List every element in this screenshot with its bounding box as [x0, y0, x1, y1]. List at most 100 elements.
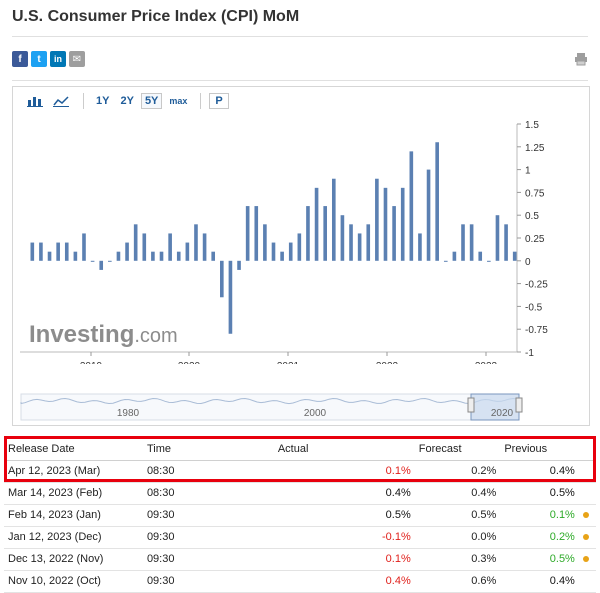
- area-chart-icon[interactable]: [51, 93, 71, 109]
- data-bar: [39, 242, 43, 261]
- data-bar: [90, 260, 95, 262]
- revised-cell: [578, 548, 596, 571]
- time-cell: 09:30: [142, 526, 274, 549]
- bar-chart-icon[interactable]: [25, 93, 45, 109]
- data-bar: [409, 151, 414, 261]
- actual-cell: 0.4%: [273, 482, 415, 505]
- forecast-cell: 0.6%: [414, 570, 501, 593]
- header-revised: [578, 438, 596, 461]
- data-bar: [331, 178, 336, 261]
- revised-cell: [578, 482, 596, 505]
- data-bar: [116, 251, 121, 261]
- data-bar: [271, 242, 276, 261]
- release-date-cell: Mar 14, 2023 (Feb): [4, 482, 143, 505]
- release-date-cell: Feb 14, 2023 (Jan): [4, 504, 143, 527]
- time-cell: 08:30: [142, 482, 274, 505]
- range-1y-button[interactable]: 1Y: [96, 95, 110, 107]
- email-share-button[interactable]: ✉: [69, 51, 85, 67]
- header-forecast[interactable]: Forecast: [414, 438, 501, 461]
- header-previous[interactable]: Previous: [500, 438, 579, 461]
- forecast-cell: 0.5%: [414, 504, 501, 527]
- chart-toolbar: 1Y 2Y 5Y max P: [13, 87, 589, 115]
- data-bar: [142, 233, 147, 261]
- data-bar: [306, 206, 310, 261]
- y-tick-label: 1.25: [525, 143, 545, 154]
- actual-cell: 0.5%: [273, 504, 415, 527]
- navigator-selection[interactable]: [470, 393, 520, 421]
- range-2y-button[interactable]: 2Y: [120, 95, 134, 107]
- chart-navigator[interactable]: 1980 2000 2020: [13, 390, 589, 426]
- data-bar: [56, 242, 60, 261]
- header-release-date[interactable]: Release Date: [4, 438, 143, 461]
- data-bar: [375, 178, 379, 261]
- linkedin-share-button[interactable]: in: [50, 51, 66, 67]
- previous-cell: 0.5%: [500, 548, 579, 571]
- title-divider: [12, 36, 588, 37]
- y-tick-label: 0.5: [525, 211, 539, 222]
- previous-cell: 0.4%: [500, 570, 579, 593]
- x-tick-label: 2023: [475, 361, 498, 364]
- data-bar: [168, 233, 172, 261]
- navigator-year-label: 1980: [117, 408, 140, 419]
- y-tick-label: 0: [525, 257, 531, 268]
- data-bar: [202, 233, 207, 261]
- forecast-cell: 0.0%: [414, 526, 501, 549]
- data-bar: [73, 251, 78, 261]
- header-time[interactable]: Time: [142, 438, 274, 461]
- data-bar: [288, 242, 293, 261]
- data-bar: [478, 251, 483, 261]
- toolbar-separator: [200, 93, 202, 109]
- x-tick-label: 2019: [80, 361, 103, 364]
- watermark-logo: Investing.com: [29, 321, 178, 348]
- data-bar: [211, 251, 216, 261]
- data-bar: [469, 224, 474, 261]
- previous-cell: 0.5%: [500, 482, 579, 505]
- data-bar: [392, 206, 396, 261]
- range-max-button[interactable]: max: [169, 96, 188, 106]
- data-bar: [495, 215, 500, 261]
- navigator-right-handle[interactable]: [515, 397, 523, 413]
- data-bar: [297, 233, 302, 261]
- revised-cell: [578, 570, 596, 593]
- previous-cell: 0.1%: [500, 504, 579, 527]
- data-bar: [340, 215, 345, 261]
- y-tick-label: 0.25: [525, 234, 545, 245]
- revised-cell: [578, 460, 596, 483]
- data-bar: [400, 187, 405, 261]
- data-bar: [443, 260, 448, 262]
- revised-dot-icon[interactable]: [582, 512, 589, 518]
- navigator-left-handle[interactable]: [467, 397, 475, 413]
- period-button[interactable]: P: [209, 93, 229, 109]
- y-tick-label: -0.5: [525, 302, 543, 313]
- actual-cell: 0.1%: [273, 548, 415, 571]
- data-bar: [176, 251, 181, 261]
- toolbar-separator: [83, 93, 84, 109]
- data-bar: [125, 242, 129, 261]
- watermark-brand: Investing: [29, 321, 134, 348]
- table-row: Apr 12, 2023 (Mar) 08:30 0.1% 0.2% 0.4%: [4, 460, 596, 483]
- data-bar: [323, 206, 327, 261]
- facebook-share-button[interactable]: f: [12, 51, 28, 67]
- header-actual[interactable]: Actual: [273, 438, 415, 461]
- data-bar: [159, 251, 164, 261]
- revised-dot-icon[interactable]: [582, 556, 589, 562]
- release-date-cell: Apr 12, 2023 (Mar): [4, 460, 143, 483]
- previous-cell: 0.2%: [500, 526, 579, 549]
- y-tick-label: -0.75: [525, 325, 548, 336]
- table-row: Dec 13, 2022 (Nov) 09:30 0.1% 0.3% 0.5%: [4, 548, 596, 571]
- data-bar: [99, 260, 104, 270]
- range-5y-button[interactable]: 5Y: [140, 93, 163, 109]
- time-cell: 08:30: [142, 460, 274, 483]
- data-bar: [263, 224, 267, 261]
- data-bar: [314, 187, 319, 261]
- data-bar: [245, 206, 250, 261]
- revised-dot-icon[interactable]: [582, 534, 589, 540]
- data-bar: [133, 224, 138, 261]
- print-icon[interactable]: [574, 52, 588, 66]
- forecast-cell: 0.3%: [414, 548, 501, 571]
- actual-cell: 0.4%: [273, 570, 415, 593]
- share-divider: [12, 80, 588, 81]
- twitter-share-button[interactable]: t: [31, 51, 47, 67]
- y-tick-label: -0.25: [525, 280, 548, 291]
- x-tick-label: 2020: [178, 361, 201, 364]
